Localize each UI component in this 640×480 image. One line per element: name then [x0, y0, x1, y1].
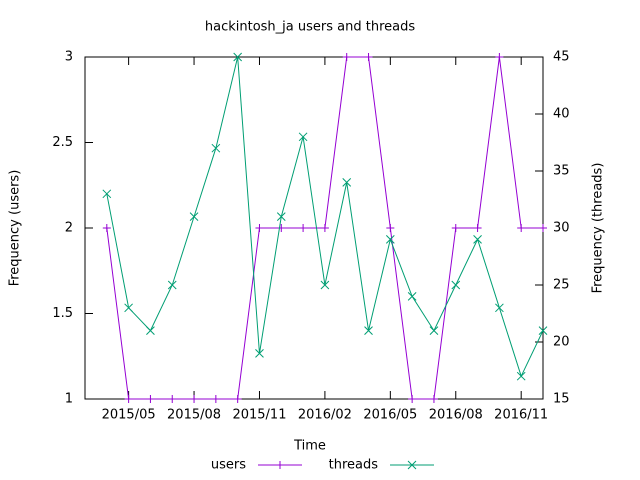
y-tick-label: 2.5: [52, 135, 73, 150]
chart-title: hackintosh_ja users and threads: [205, 20, 415, 35]
data-point: [516, 371, 526, 381]
y2-tick-label: 45: [553, 50, 570, 65]
data-point: [451, 280, 461, 290]
y-tick-label: 2: [65, 221, 73, 236]
y-tick-label: 3: [65, 50, 73, 65]
x-tick-label: 2015/05: [102, 408, 156, 423]
x-tick-label: 2016/02: [298, 408, 352, 423]
data-point: [255, 224, 264, 232]
data-point: [211, 143, 221, 153]
data-point: [102, 224, 111, 232]
data-point: [473, 235, 482, 244]
data-point: [146, 326, 155, 335]
legend-label: users: [211, 458, 246, 473]
data-point: [385, 235, 395, 244]
series-line: [106, 56, 544, 378]
data-point: [451, 224, 460, 232]
y2-tick-label: 20: [553, 335, 570, 350]
data-point: [168, 395, 177, 403]
data-point: [342, 53, 351, 61]
data-point: [146, 395, 155, 403]
y-tick-label: 1: [65, 392, 73, 407]
data-point: [342, 178, 352, 187]
x-axis-label: Time: [293, 439, 326, 454]
data-point: [124, 395, 133, 403]
data-point: [538, 326, 548, 335]
data-point: [473, 224, 482, 232]
y2-tick-label: 40: [553, 107, 570, 122]
x-tick-label: 2016/11: [494, 408, 548, 423]
data-point: [299, 224, 308, 232]
data-point: [429, 326, 439, 335]
y-tick-label: 1.5: [52, 306, 73, 321]
x-tick-label: 2015/11: [232, 408, 286, 423]
data-point: [102, 189, 112, 199]
data-point: [276, 212, 286, 221]
legend-label: threads: [329, 458, 379, 473]
x-tick-label: 2016/08: [429, 408, 483, 423]
data-point: [233, 52, 243, 62]
data-point: [277, 224, 286, 232]
data-point: [190, 395, 199, 403]
y2-axis-label: Frequency (threads): [591, 163, 606, 294]
x-tick-label: 2016/05: [363, 408, 417, 423]
data-point: [211, 395, 220, 403]
data-point: [495, 303, 504, 313]
data-point: [408, 395, 417, 403]
data-point: [364, 53, 373, 61]
data-point: [124, 303, 133, 313]
y2-tick-label: 35: [553, 164, 570, 179]
y2-tick-label: 15: [553, 392, 570, 407]
data-point: [255, 349, 264, 358]
x-tick-label: 2015/08: [167, 408, 221, 423]
data-point: [320, 224, 329, 232]
data-point: [189, 212, 199, 221]
data-point: [539, 224, 547, 232]
data-point: [386, 224, 395, 232]
data-point: [407, 292, 417, 301]
data-point: [298, 132, 308, 142]
data-point: [167, 280, 177, 290]
y2-tick-label: 30: [553, 221, 570, 236]
legend-marker: [407, 460, 417, 470]
data-point: [320, 280, 330, 290]
data-point: [429, 395, 438, 403]
data-point: [517, 224, 526, 232]
data-point: [233, 395, 242, 403]
legend-marker: [276, 461, 284, 469]
y-axis-label: Frequency (users): [8, 170, 23, 287]
data-point: [364, 326, 373, 335]
data-point: [495, 53, 504, 61]
y2-tick-label: 25: [553, 278, 570, 293]
